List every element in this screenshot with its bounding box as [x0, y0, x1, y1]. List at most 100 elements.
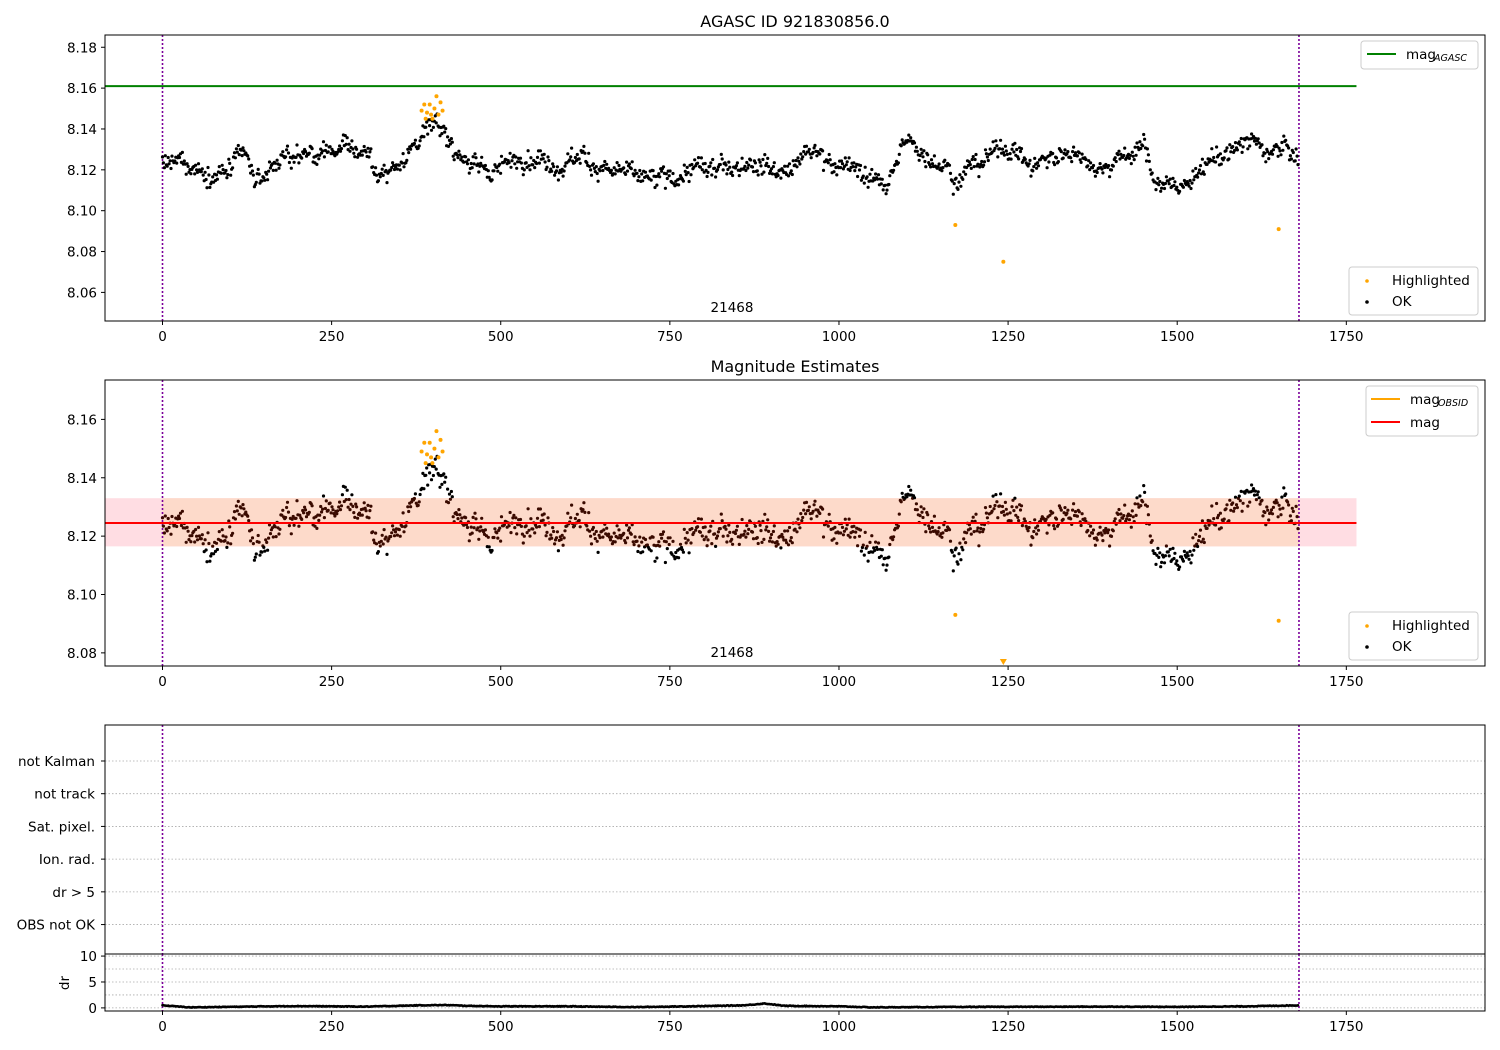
ok-point	[583, 151, 587, 155]
ok-point	[170, 514, 174, 519]
ok-point	[225, 545, 229, 550]
ok-point	[751, 537, 756, 541]
ok-point	[460, 155, 464, 159]
ok-point	[204, 177, 208, 182]
ok-point	[840, 162, 845, 166]
ok-point	[1232, 509, 1236, 513]
ok-point	[968, 163, 972, 167]
panel-1-obsid-annotation: 21468	[711, 300, 754, 316]
highlighted-point	[429, 112, 434, 117]
ok-point	[1130, 150, 1134, 154]
ok-point	[524, 161, 528, 165]
ok-point	[515, 532, 519, 536]
ok-point	[975, 529, 979, 533]
ok-point	[1142, 484, 1146, 488]
ok-point	[630, 160, 634, 164]
ok-point	[998, 504, 1002, 508]
ok-point	[217, 165, 221, 169]
ok-point	[278, 527, 282, 531]
ok-point	[480, 516, 484, 520]
ok-point	[985, 155, 990, 159]
ok-point	[848, 535, 852, 539]
ok-point	[1005, 512, 1009, 516]
ok-point	[566, 152, 570, 156]
ok-point	[885, 563, 889, 567]
ok-point	[1019, 147, 1024, 151]
ok-point	[1061, 517, 1065, 522]
ok-point	[852, 161, 856, 165]
ok-point	[711, 157, 715, 162]
ok-point	[1083, 517, 1087, 521]
ok-point	[801, 515, 805, 520]
ok-point	[267, 536, 271, 540]
y-tick-label: 10	[80, 949, 97, 965]
ok-point	[1133, 502, 1137, 506]
ok-point	[1185, 551, 1189, 555]
ok-point	[627, 162, 632, 166]
ok-point	[609, 168, 614, 172]
ok-point	[329, 152, 333, 156]
ok-point	[511, 516, 515, 520]
ok-point	[1284, 138, 1288, 142]
legend-label-mag-obsid: mag	[1410, 392, 1440, 408]
ok-point	[727, 160, 731, 164]
ok-point	[389, 168, 393, 172]
ok-point	[1069, 517, 1073, 521]
ok-point	[806, 150, 811, 154]
ok-point	[821, 149, 825, 153]
ok-point	[295, 143, 299, 147]
ok-point	[1156, 176, 1160, 180]
ok-point	[190, 534, 194, 538]
panel-2-frame	[104, 379, 1486, 667]
ok-point	[703, 525, 707, 529]
ok-point	[907, 484, 911, 489]
ok-point	[1073, 510, 1078, 514]
ok-point	[726, 167, 730, 172]
ok-point	[546, 516, 550, 520]
legend-ok-marker	[1365, 300, 1369, 304]
ok-point	[655, 183, 659, 187]
ok-point	[449, 489, 453, 494]
ok-point	[307, 151, 311, 155]
ok-point	[1177, 567, 1181, 572]
legend-label-ok: OK	[1392, 639, 1413, 655]
ok-point	[687, 551, 691, 555]
ok-point	[1095, 538, 1099, 542]
ok-point	[952, 182, 956, 186]
ok-point	[583, 510, 587, 514]
ok-point	[543, 160, 547, 164]
ok-point	[868, 172, 872, 176]
highlighted-point	[438, 437, 443, 442]
ok-point	[710, 542, 714, 546]
ok-point	[518, 517, 523, 522]
ok-point	[284, 155, 288, 159]
ok-point	[231, 166, 235, 170]
ok-point	[983, 148, 988, 152]
ok-point	[760, 540, 764, 545]
ok-point	[1214, 523, 1218, 527]
ok-point	[577, 518, 581, 523]
ok-point	[295, 499, 299, 503]
ok-point	[993, 503, 997, 508]
ok-point	[1047, 523, 1051, 527]
ok-point	[1281, 148, 1285, 152]
ok-point	[698, 530, 703, 534]
ok-point	[879, 554, 883, 558]
ok-point	[833, 525, 837, 530]
ok-point	[215, 547, 219, 552]
ok-point	[770, 540, 775, 544]
ok-point	[947, 163, 952, 167]
ok-point	[851, 530, 855, 534]
ok-point	[1199, 540, 1203, 544]
ok-point	[1089, 524, 1093, 528]
ok-point	[446, 135, 450, 139]
ok-point	[993, 146, 997, 150]
ok-point	[1274, 498, 1278, 502]
ok-point	[442, 472, 446, 476]
ok-point	[1229, 508, 1233, 512]
ok-point	[636, 549, 640, 554]
ok-point	[465, 525, 470, 530]
ok-point	[941, 531, 945, 535]
ok-point	[649, 178, 653, 182]
ok-point	[519, 161, 524, 165]
